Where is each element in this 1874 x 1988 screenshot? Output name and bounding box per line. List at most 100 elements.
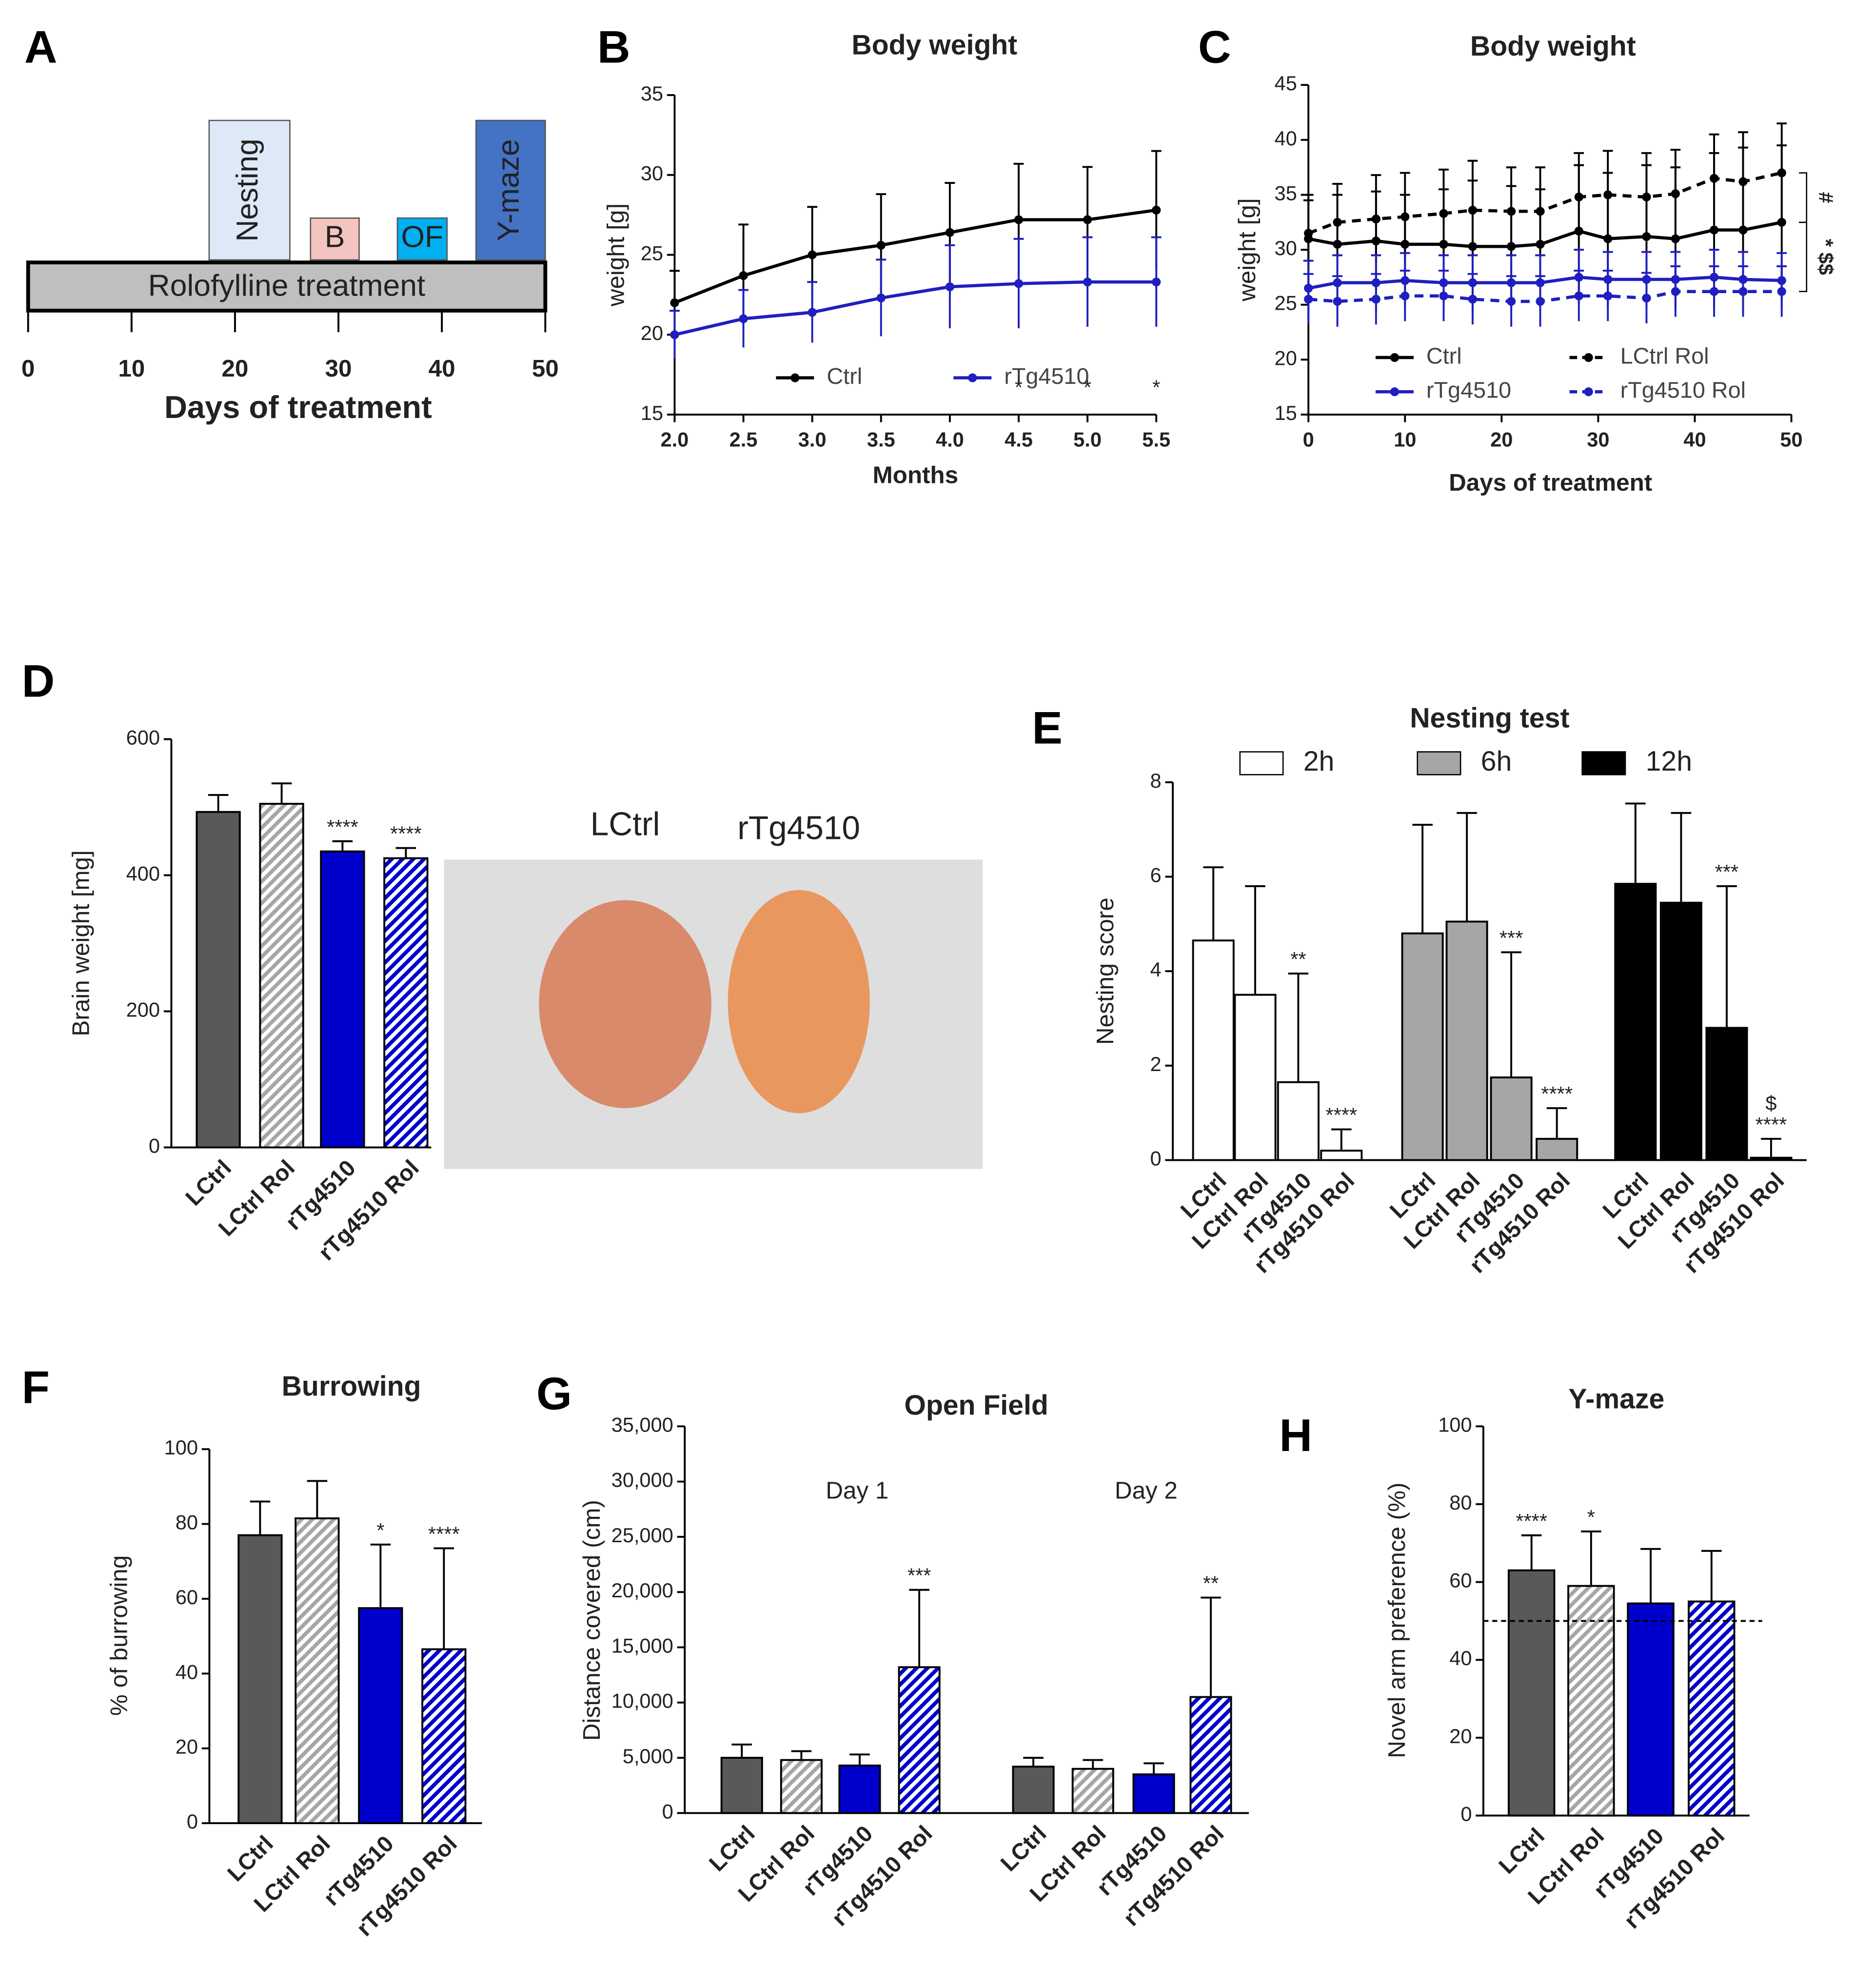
bar xyxy=(1627,1602,1675,1817)
x-tick-label: 20 xyxy=(1490,428,1513,451)
annotation: * xyxy=(1152,376,1160,399)
x-tick-label: 5.0 xyxy=(1073,428,1102,451)
bar xyxy=(1490,1076,1533,1161)
significance: *** xyxy=(1715,860,1739,883)
y-tick-label: 40 xyxy=(1275,127,1297,150)
marker xyxy=(1574,192,1583,202)
marker xyxy=(1507,207,1516,216)
x-tick-label: 30 xyxy=(325,355,352,382)
y-tick-label: 200 xyxy=(126,998,160,1021)
legend-label: Ctrl xyxy=(1426,343,1462,368)
marker xyxy=(945,282,954,292)
marker xyxy=(1642,294,1651,303)
bar xyxy=(838,1764,881,1814)
x-tick-label: 0 xyxy=(21,355,35,382)
panel-letter: C xyxy=(1198,21,1231,73)
marker xyxy=(739,314,748,323)
phase-box xyxy=(208,119,291,261)
y-tick-label: 25 xyxy=(1275,292,1297,315)
panel-letter: B xyxy=(597,21,631,73)
marker xyxy=(1777,287,1786,296)
y-tick-label: 25 xyxy=(641,241,663,264)
y-tick-label: 4 xyxy=(1150,958,1161,981)
bar xyxy=(1189,1696,1232,1814)
phase-label: Nesting xyxy=(231,139,264,242)
y-tick-label: 45 xyxy=(1275,72,1297,95)
marker xyxy=(1014,215,1024,224)
phase-label: OF xyxy=(401,220,444,254)
y-tick-label: 80 xyxy=(1449,1491,1472,1514)
bar xyxy=(1705,1027,1748,1161)
group-label: Day 2 xyxy=(1115,1477,1178,1504)
panel-letter: H xyxy=(1279,1410,1312,1461)
bar xyxy=(780,1759,823,1814)
y-tick-label: 0 xyxy=(1460,1802,1472,1825)
marker xyxy=(1083,278,1092,287)
panel-letter: A xyxy=(24,21,58,73)
legend-label: LCtrl Rol xyxy=(1620,343,1709,368)
x-tick-label: LCtrl xyxy=(180,1155,236,1211)
annotation: * xyxy=(1015,376,1023,399)
marker xyxy=(876,293,886,303)
legend-swatch xyxy=(1417,751,1461,775)
marker xyxy=(1439,291,1448,300)
phase-box xyxy=(475,119,546,261)
y-tick-label: 8 xyxy=(1150,769,1161,792)
bar xyxy=(1401,932,1444,1161)
marker xyxy=(1671,234,1680,243)
bar xyxy=(421,1648,467,1825)
x-tick-label: 4.5 xyxy=(1005,428,1033,451)
group-label: Day 1 xyxy=(826,1477,888,1504)
bar xyxy=(237,1534,283,1825)
y-tick-label: 35,000 xyxy=(612,1413,673,1436)
x-tick-label: LCtrl xyxy=(1494,1823,1549,1879)
bar xyxy=(1614,883,1657,1161)
marker xyxy=(1401,212,1410,221)
x-tick-label: 2.5 xyxy=(730,428,758,451)
significance: *** xyxy=(907,1564,931,1587)
brain-photo xyxy=(444,859,983,1169)
x-tick-label: 4.0 xyxy=(936,428,964,451)
bar xyxy=(1320,1150,1363,1161)
marker xyxy=(876,240,886,250)
marker xyxy=(1671,287,1680,296)
panel-letter: G xyxy=(536,1368,572,1419)
marker xyxy=(1738,177,1748,186)
y-tick-label: 25,000 xyxy=(612,1524,673,1547)
significance: *** xyxy=(1499,926,1523,949)
bar xyxy=(1750,1156,1793,1161)
marker xyxy=(1401,291,1410,300)
marker xyxy=(1603,190,1613,199)
bar xyxy=(196,811,241,1149)
y-tick-label: 30 xyxy=(1275,237,1297,259)
marker xyxy=(1468,295,1477,304)
legend-label: rTg4510 Rol xyxy=(1620,378,1746,403)
y-tick-label: 35 xyxy=(1275,181,1297,204)
marker xyxy=(1014,279,1024,288)
marker xyxy=(1536,297,1545,306)
y-axis-label: Distance covered (cm) xyxy=(578,1500,605,1741)
y-axis-label: weight [g] xyxy=(602,203,629,307)
y-tick-label: 0 xyxy=(187,1810,198,1833)
x-tick-label: 50 xyxy=(1780,428,1802,451)
photo-label: rTg4510 xyxy=(737,810,860,847)
marker xyxy=(1536,207,1545,216)
treatment-bar xyxy=(26,260,548,313)
bar xyxy=(358,1607,403,1825)
series-line xyxy=(674,208,1157,304)
x-tick-label: LCtrl xyxy=(704,1821,760,1876)
bar xyxy=(1277,1081,1320,1161)
x-tick-label: 40 xyxy=(1683,428,1706,451)
x-tick-label: 30 xyxy=(1587,428,1609,451)
significance: **** xyxy=(428,1522,460,1545)
bar xyxy=(1688,1600,1736,1817)
significance: **** xyxy=(1756,1113,1787,1136)
marker xyxy=(1371,214,1381,224)
bar xyxy=(1234,994,1277,1161)
legend-label: Ctrl xyxy=(827,363,862,389)
significance: **** xyxy=(1516,1510,1547,1532)
marker xyxy=(808,308,817,317)
bar xyxy=(1071,1768,1114,1814)
marker xyxy=(1152,205,1161,215)
marker xyxy=(1709,287,1719,296)
